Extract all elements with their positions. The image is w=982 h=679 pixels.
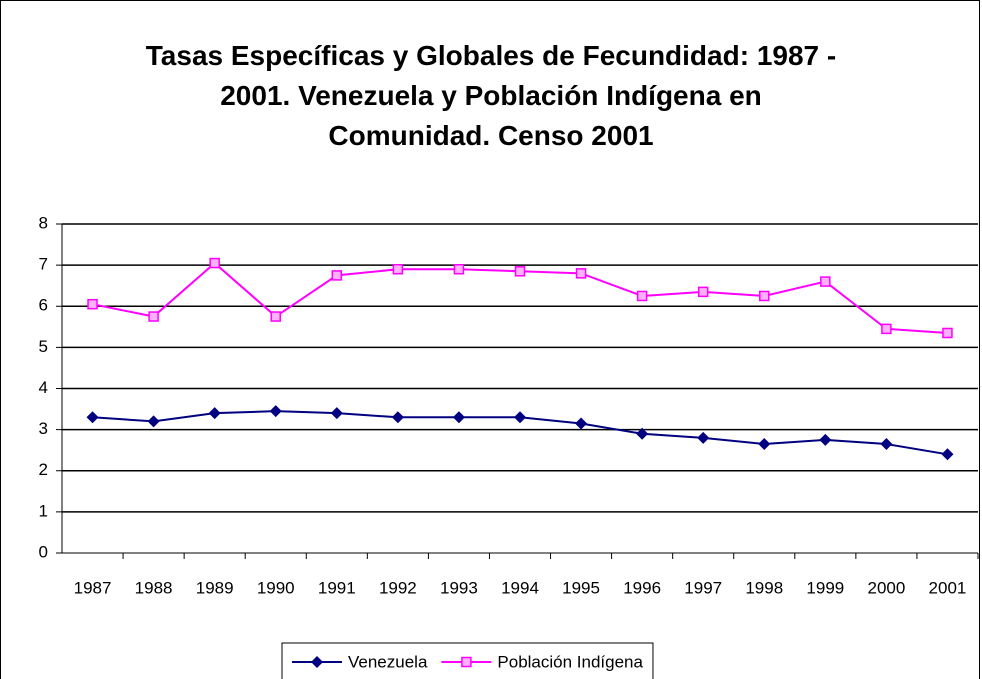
y-tick-label: 7 [39, 255, 48, 274]
marker [636, 290, 648, 302]
marker [575, 417, 588, 430]
y-tick-label: 5 [39, 337, 48, 356]
marker [942, 327, 953, 339]
marker [759, 290, 770, 302]
marker [941, 448, 954, 461]
marker [697, 431, 710, 444]
marker [453, 263, 465, 275]
y-tick-label: 1 [39, 501, 48, 520]
marker [391, 411, 404, 424]
x-tick-label: 1990 [257, 578, 295, 597]
x-tick-label: 1994 [501, 578, 539, 597]
x-tick-label: 1997 [684, 578, 722, 597]
y-tick-label: 6 [39, 296, 48, 315]
marker [452, 411, 465, 424]
x-tick-label: 1996 [623, 578, 661, 597]
marker [514, 266, 526, 277]
y-tick-label: 3 [39, 419, 48, 438]
legend-label: Venezuela [348, 652, 428, 671]
marker [392, 263, 404, 275]
x-tick-label: 2000 [867, 578, 905, 597]
marker [311, 656, 323, 668]
marker [330, 407, 343, 420]
marker [208, 407, 221, 420]
marker [270, 311, 281, 322]
marker [148, 311, 159, 322]
y-tick-label: 0 [39, 542, 48, 561]
marker [758, 438, 771, 451]
y-tick-label: 4 [39, 378, 48, 397]
marker [881, 323, 892, 335]
marker [819, 433, 832, 446]
marker [209, 257, 220, 269]
marker [86, 411, 99, 424]
marker [880, 438, 893, 451]
legend: Venezuela Población Indígena [281, 642, 654, 679]
marker [269, 405, 282, 418]
y-tick-label: 2 [39, 460, 48, 479]
marker [147, 415, 160, 428]
legend-label: Población Indígena [497, 652, 643, 671]
marker [461, 656, 472, 668]
x-tick-label: 1992 [379, 578, 417, 597]
x-tick-label: 1993 [440, 578, 478, 597]
x-tick-label: 2001 [929, 578, 967, 597]
x-tick-label: 1995 [562, 578, 600, 597]
x-tick-label: 1991 [318, 578, 356, 597]
marker [87, 298, 98, 310]
x-tick-label: 1988 [135, 578, 173, 597]
chart-title: Tasas Específicas y Globales de Fecundid… [145, 40, 837, 151]
marker [636, 427, 649, 440]
y-tick-label: 8 [39, 213, 48, 232]
marker [331, 270, 343, 281]
x-tick-label: 1987 [74, 578, 112, 597]
x-tick-label: 1989 [196, 578, 234, 597]
marker [514, 411, 526, 424]
marker [697, 286, 709, 298]
marker [575, 268, 587, 279]
marker [820, 276, 831, 287]
x-tick-label: 1998 [745, 578, 783, 597]
x-tick-label: 1999 [806, 578, 844, 597]
